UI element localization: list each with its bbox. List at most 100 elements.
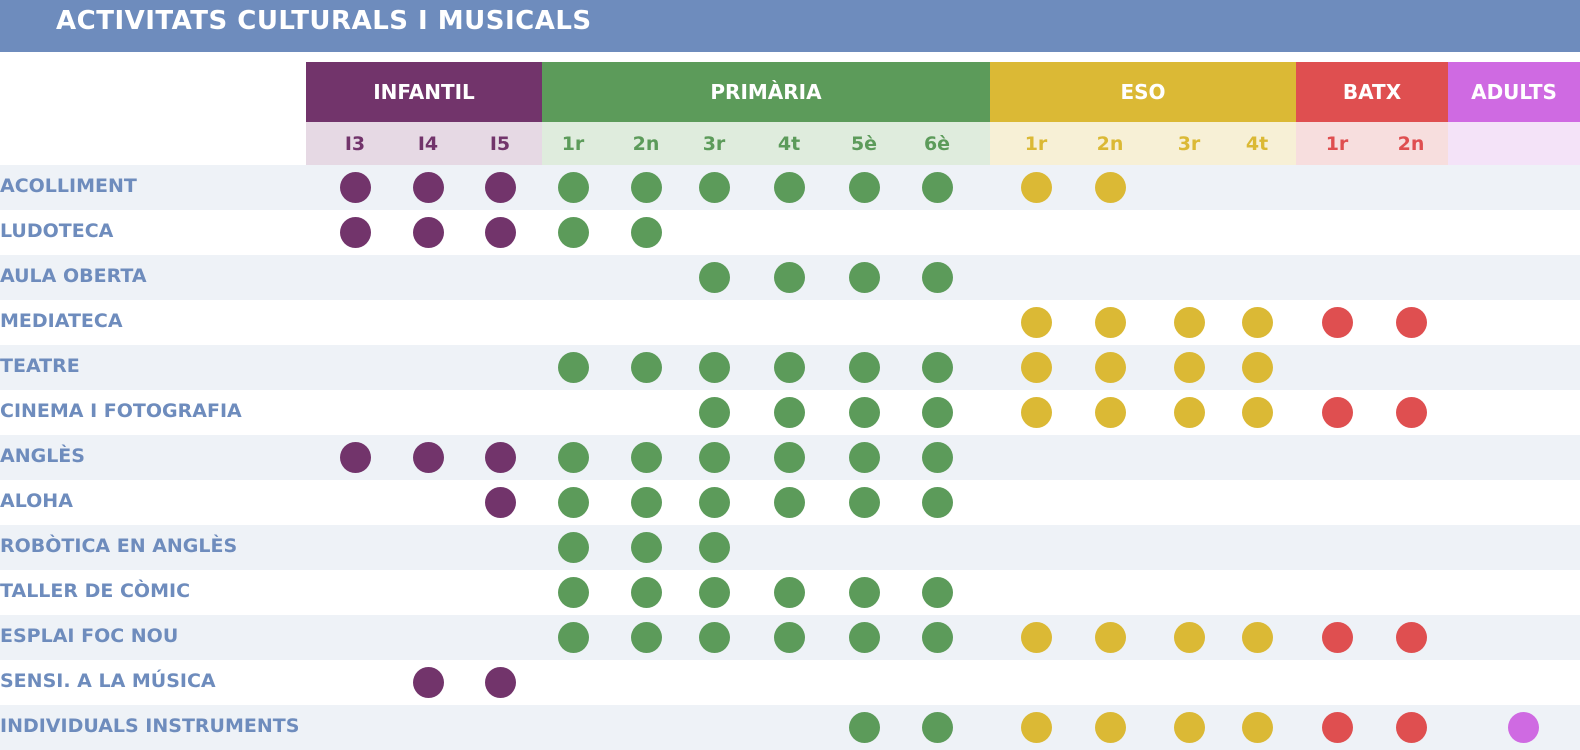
availability-dot bbox=[922, 622, 953, 653]
activity-row: ANGLÈS bbox=[0, 435, 1580, 480]
availability-dot bbox=[922, 352, 953, 383]
column-label: 3r bbox=[1177, 133, 1201, 155]
activity-row: ROBÒTICA EN ANGLÈS bbox=[0, 525, 1580, 570]
group-header-eso: ESO bbox=[990, 62, 1296, 122]
availability-dot bbox=[485, 667, 516, 698]
availability-dot bbox=[774, 397, 805, 428]
availability-dot bbox=[849, 172, 880, 203]
column-label: I4 bbox=[417, 133, 439, 155]
activity-row: TEATRE bbox=[0, 345, 1580, 390]
availability-dot bbox=[1396, 622, 1427, 653]
availability-dot bbox=[1174, 712, 1205, 743]
availability-dot bbox=[1174, 397, 1205, 428]
availability-dot bbox=[1021, 397, 1052, 428]
title-bar: ACTIVITATS CULTURALS I MUSICALS bbox=[0, 0, 1580, 52]
availability-dot bbox=[922, 172, 953, 203]
activity-row: CINEMA I FOTOGRAFIA bbox=[0, 390, 1580, 435]
column-label: 3r bbox=[702, 133, 726, 155]
activity-name: ACOLLIMENT bbox=[0, 175, 137, 197]
activity-row: ALOHA bbox=[0, 480, 1580, 525]
availability-dot bbox=[849, 262, 880, 293]
column-label: 1r bbox=[1325, 133, 1349, 155]
activity-row: INDIVIDUALS INSTRUMENTS bbox=[0, 705, 1580, 750]
availability-dot bbox=[1322, 712, 1353, 743]
availability-dot bbox=[699, 262, 730, 293]
availability-dot bbox=[922, 442, 953, 473]
group-subheader-primaria bbox=[542, 122, 990, 165]
availability-dot bbox=[849, 397, 880, 428]
availability-dot bbox=[774, 577, 805, 608]
activity-name: INDIVIDUALS INSTRUMENTS bbox=[0, 715, 300, 737]
activity-name: TALLER DE CÒMIC bbox=[0, 580, 191, 602]
activity-row: ACOLLIMENT bbox=[0, 165, 1580, 210]
activity-name: LUDOTECA bbox=[0, 220, 114, 242]
availability-dot bbox=[1095, 307, 1126, 338]
availability-dot bbox=[699, 487, 730, 518]
activity-name: ALOHA bbox=[0, 490, 73, 512]
availability-dot bbox=[1095, 712, 1126, 743]
availability-dot bbox=[1095, 622, 1126, 653]
availability-dot bbox=[558, 487, 589, 518]
availability-dot bbox=[1021, 307, 1052, 338]
availability-dot bbox=[413, 172, 444, 203]
availability-dot bbox=[1322, 622, 1353, 653]
activity-name: AULA OBERTA bbox=[0, 265, 147, 287]
availability-dot bbox=[631, 577, 662, 608]
availability-dot bbox=[1095, 397, 1126, 428]
availability-dot bbox=[558, 532, 589, 563]
group-subheader-infantil bbox=[306, 122, 542, 165]
availability-dot bbox=[699, 577, 730, 608]
availability-dot bbox=[849, 352, 880, 383]
availability-dot bbox=[699, 397, 730, 428]
availability-dot bbox=[699, 622, 730, 653]
column-label: I5 bbox=[489, 133, 511, 155]
availability-dot bbox=[699, 352, 730, 383]
availability-dot bbox=[631, 532, 662, 563]
availability-dot bbox=[631, 442, 662, 473]
group-header-infantil: INFANTIL bbox=[306, 62, 542, 122]
availability-dot bbox=[1021, 622, 1052, 653]
column-label: 1r bbox=[561, 133, 585, 155]
availability-dot bbox=[340, 172, 371, 203]
availability-dot bbox=[1095, 172, 1126, 203]
activity-name: ESPLAI FOC NOU bbox=[0, 625, 179, 647]
availability-dot bbox=[849, 442, 880, 473]
column-label: 2n bbox=[1397, 133, 1425, 155]
availability-dot bbox=[922, 397, 953, 428]
availability-dot bbox=[340, 217, 371, 248]
group-header-primaria: PRIMÀRIA bbox=[542, 62, 990, 122]
availability-dot bbox=[774, 262, 805, 293]
availability-dot bbox=[922, 577, 953, 608]
availability-dot bbox=[922, 712, 953, 743]
availability-dot bbox=[1396, 307, 1427, 338]
activity-row: LUDOTECA bbox=[0, 210, 1580, 255]
group-subheader-eso bbox=[990, 122, 1296, 165]
availability-dot bbox=[485, 172, 516, 203]
availability-dot bbox=[1322, 397, 1353, 428]
activity-name: MEDIATECA bbox=[0, 310, 123, 332]
column-label: 1r bbox=[1024, 133, 1048, 155]
column-label: I3 bbox=[344, 133, 366, 155]
availability-dot bbox=[1242, 712, 1273, 743]
availability-dot bbox=[1021, 352, 1052, 383]
availability-dot bbox=[631, 172, 662, 203]
availability-dot bbox=[849, 487, 880, 518]
availability-dot bbox=[1508, 712, 1539, 743]
availability-dot bbox=[849, 712, 880, 743]
availability-dot bbox=[849, 577, 880, 608]
column-label: 4t bbox=[1245, 133, 1269, 155]
availability-dot bbox=[558, 622, 589, 653]
availability-dot bbox=[631, 217, 662, 248]
availability-dot bbox=[413, 442, 444, 473]
group-subheader-adults bbox=[1448, 122, 1580, 165]
column-label: 6è bbox=[923, 133, 951, 155]
availability-dot bbox=[558, 352, 589, 383]
group-subheader-batx bbox=[1296, 122, 1448, 165]
activity-row: ESPLAI FOC NOU bbox=[0, 615, 1580, 660]
availability-dot bbox=[485, 487, 516, 518]
column-label: 4t bbox=[777, 133, 801, 155]
availability-dot bbox=[485, 442, 516, 473]
group-header-batx: BATX bbox=[1296, 62, 1448, 122]
availability-dot bbox=[1322, 307, 1353, 338]
availability-dot bbox=[1174, 352, 1205, 383]
